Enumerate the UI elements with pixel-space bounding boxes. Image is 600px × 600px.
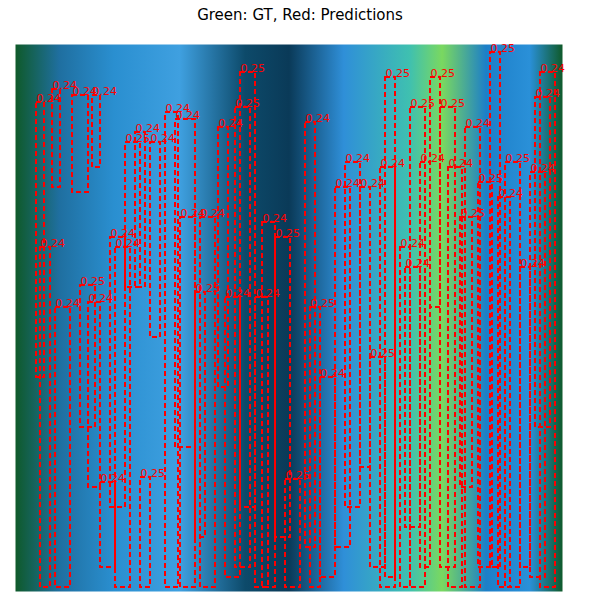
svg-text:0.25: 0.25 (371, 347, 396, 360)
svg-text:0.24: 0.24 (401, 237, 426, 250)
svg-text:0.24: 0.24 (263, 212, 288, 225)
svg-text:0.25: 0.25 (411, 97, 436, 110)
svg-text:0.24: 0.24 (541, 62, 566, 75)
svg-text:0.24: 0.24 (101, 472, 126, 485)
svg-text:0.24: 0.24 (466, 117, 491, 130)
svg-text:0.24: 0.24 (52, 78, 77, 92)
svg-text:0.24: 0.24 (180, 206, 205, 220)
svg-text:0.24: 0.24 (93, 85, 118, 98)
svg-text:0.25: 0.25 (141, 467, 166, 480)
svg-text:0.24: 0.24 (346, 152, 371, 165)
svg-text:0.25: 0.25 (311, 297, 336, 310)
svg-text:0.24: 0.24 (89, 292, 114, 305)
svg-text:0.25: 0.25 (196, 282, 221, 295)
svg-text:0.24: 0.24 (536, 87, 561, 100)
svg-text:0.25: 0.25 (479, 172, 504, 185)
svg-text:0.24: 0.24 (521, 257, 546, 270)
svg-text:0.25: 0.25 (286, 469, 311, 482)
svg-text:0.24: 0.24 (361, 177, 386, 190)
svg-text:0.25: 0.25 (431, 67, 456, 80)
svg-text:0.24: 0.24 (72, 84, 97, 98)
svg-text:0.25: 0.25 (241, 62, 266, 75)
svg-text:0.24: 0.24 (256, 287, 281, 300)
svg-text:0.24: 0.24 (421, 152, 446, 165)
svg-text:0.24: 0.24 (37, 92, 62, 105)
svg-text:0.24: 0.24 (41, 237, 66, 250)
svg-text:0.25: 0.25 (236, 97, 261, 110)
svg-text:0.24: 0.24 (201, 207, 226, 220)
svg-text:0.25: 0.25 (506, 152, 531, 165)
html-text:Green: GT, Red: Predictions: Green: GT, Red: Predictions (197, 6, 403, 24)
svg-text:0.25: 0.25 (461, 207, 486, 220)
svg-text:0.24: 0.24 (226, 287, 251, 300)
svg-text:0.24: 0.24 (116, 237, 141, 250)
svg-text:0.24: 0.24 (219, 117, 244, 130)
svg-text:0.24: 0.24 (381, 157, 406, 170)
svg-text:0.25: 0.25 (491, 42, 516, 55)
svg-text:0.25: 0.25 (386, 67, 411, 80)
svg-text:0.24: 0.24 (306, 112, 331, 125)
svg-text:0.24: 0.24 (499, 187, 524, 200)
svg-text:0.24: 0.24 (176, 109, 201, 122)
svg-text:0.24: 0.24 (151, 132, 176, 145)
svg-text:0.24: 0.24 (321, 367, 346, 380)
svg-text:0.24: 0.24 (531, 162, 556, 175)
svg-text:0.25: 0.25 (276, 227, 301, 240)
svg-text:0.24: 0.24 (135, 121, 160, 135)
svg-text:0.24: 0.24 (110, 226, 135, 240)
svg-text:0.25: 0.25 (125, 131, 150, 145)
svg-text:0.25: 0.25 (441, 97, 466, 110)
svg-text:0.24: 0.24 (56, 297, 81, 310)
svg-text:0.24: 0.24 (336, 177, 361, 190)
svg-text:0.24: 0.24 (406, 257, 431, 270)
svg-text:0.24: 0.24 (449, 157, 474, 170)
svg-text:0.25: 0.25 (81, 275, 106, 288)
